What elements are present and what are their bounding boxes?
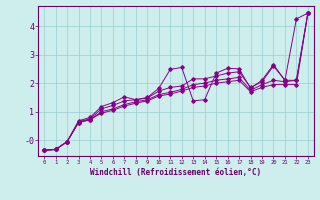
X-axis label: Windchill (Refroidissement éolien,°C): Windchill (Refroidissement éolien,°C) — [91, 168, 261, 177]
